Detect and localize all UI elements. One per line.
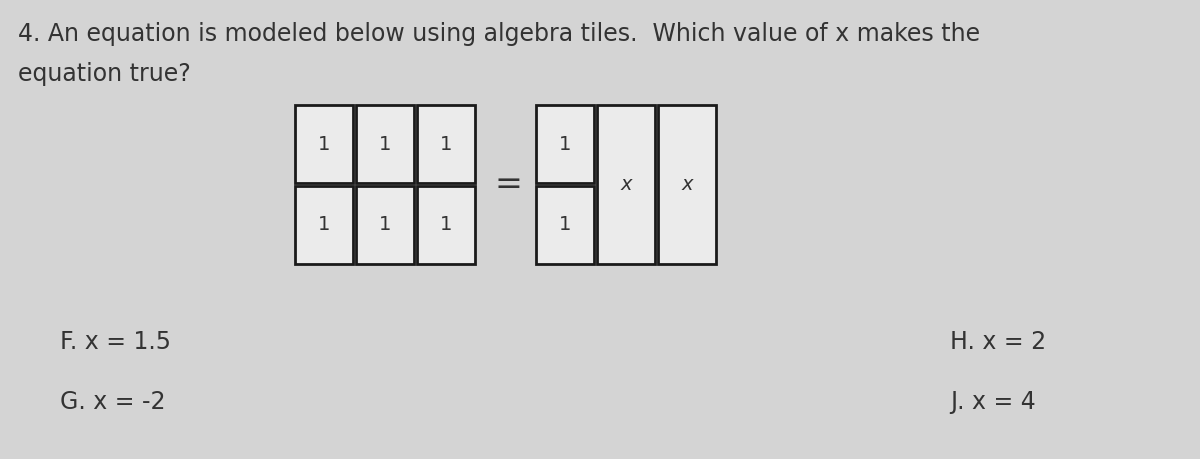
Text: 1: 1 bbox=[379, 215, 391, 235]
Text: x: x bbox=[682, 175, 692, 194]
Text: 1: 1 bbox=[559, 215, 571, 235]
Text: H. x = 2: H. x = 2 bbox=[950, 330, 1046, 354]
Text: J. x = 4: J. x = 4 bbox=[950, 390, 1036, 414]
Text: F. x = 1.5: F. x = 1.5 bbox=[60, 330, 172, 354]
Bar bbox=[295, 105, 353, 183]
Text: 1: 1 bbox=[379, 134, 391, 153]
Bar bbox=[598, 105, 655, 264]
Text: =: = bbox=[494, 168, 522, 201]
Bar bbox=[418, 105, 475, 183]
Bar bbox=[536, 105, 594, 183]
Text: G. x = -2: G. x = -2 bbox=[60, 390, 166, 414]
Text: 1: 1 bbox=[318, 134, 330, 153]
Bar bbox=[356, 105, 414, 183]
Bar bbox=[295, 186, 353, 264]
Text: 1: 1 bbox=[559, 134, 571, 153]
Bar bbox=[536, 186, 594, 264]
Bar bbox=[356, 186, 414, 264]
Text: x: x bbox=[620, 175, 631, 194]
Bar bbox=[658, 105, 716, 264]
Text: equation true?: equation true? bbox=[18, 62, 191, 86]
Text: 1: 1 bbox=[440, 134, 452, 153]
Text: 1: 1 bbox=[318, 215, 330, 235]
Text: 4. An equation is modeled below using algebra tiles.  Which value of x makes the: 4. An equation is modeled below using al… bbox=[18, 22, 980, 46]
Text: 1: 1 bbox=[440, 215, 452, 235]
Bar bbox=[418, 186, 475, 264]
